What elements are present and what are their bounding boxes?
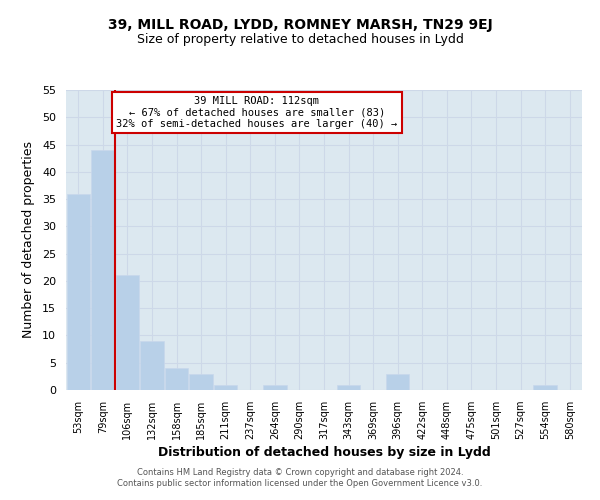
Bar <box>337 384 360 390</box>
Text: 39 MILL ROAD: 112sqm
← 67% of detached houses are smaller (83)
32% of semi-detac: 39 MILL ROAD: 112sqm ← 67% of detached h… <box>116 96 398 129</box>
Text: 39, MILL ROAD, LYDD, ROMNEY MARSH, TN29 9EJ: 39, MILL ROAD, LYDD, ROMNEY MARSH, TN29 … <box>107 18 493 32</box>
Bar <box>116 276 139 390</box>
Bar <box>533 384 557 390</box>
Bar <box>67 194 90 390</box>
Y-axis label: Number of detached properties: Number of detached properties <box>22 142 35 338</box>
Bar <box>386 374 409 390</box>
Bar <box>165 368 188 390</box>
Text: Contains HM Land Registry data © Crown copyright and database right 2024.
Contai: Contains HM Land Registry data © Crown c… <box>118 468 482 487</box>
Bar <box>140 341 164 390</box>
Text: Size of property relative to detached houses in Lydd: Size of property relative to detached ho… <box>137 32 463 46</box>
Bar <box>263 384 287 390</box>
Bar <box>214 384 238 390</box>
X-axis label: Distribution of detached houses by size in Lydd: Distribution of detached houses by size … <box>158 446 490 459</box>
Bar <box>190 374 213 390</box>
Bar <box>91 150 115 390</box>
